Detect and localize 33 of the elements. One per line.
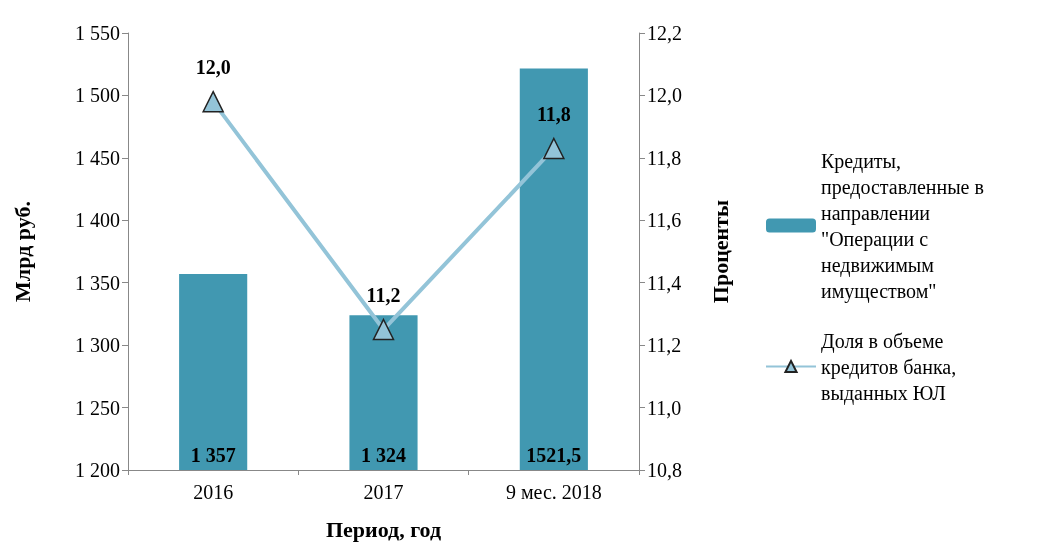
x-axis-title: Период, год <box>325 516 442 542</box>
data-label: 11,2 <box>366 283 401 306</box>
data-label: 11,8 <box>536 102 571 125</box>
y-tick-label: 1 550 <box>75 22 120 44</box>
y-tick-label: 1 250 <box>75 396 120 419</box>
legend-label: Доля в объеме кредитов банка, выданных ЮЛ <box>821 329 957 405</box>
y-tick-label: 1 450 <box>75 146 120 169</box>
data-label: 1521,5 <box>526 444 582 466</box>
point <box>372 318 395 341</box>
y2-tick-label: 11,6 <box>647 209 682 232</box>
data-label: 12,0 <box>195 55 231 78</box>
y-tick-label: 1 300 <box>75 334 120 357</box>
y-tick-label: 1 350 <box>75 271 120 294</box>
y2-tick-label: 11,8 <box>647 146 682 169</box>
x-tick-label: 2017 <box>363 481 404 503</box>
y-tick-label: 1 500 <box>75 84 120 107</box>
y-axis-title: Млрд руб. <box>9 201 35 302</box>
y-tick-label: 1 200 <box>75 459 120 481</box>
y2-tick-label: 11,2 <box>647 334 682 357</box>
data-label: 1 357 <box>190 444 236 466</box>
legend-label: Кредиты, предоставленные в направлении "Операции с недвижимым имуществом" <box>821 149 984 303</box>
x-tick-label: 2016 <box>193 481 234 503</box>
y2-tick-label: 11,0 <box>647 396 682 419</box>
data-label: 1 324 <box>361 444 406 466</box>
y2-tick-label: 12,2 <box>647 22 682 44</box>
x-tick-label: 9 мес. 2018 <box>505 481 602 503</box>
point <box>543 137 565 160</box>
y2-axis-title: Проценты <box>707 199 733 304</box>
y2-tick-label: 11,4 <box>647 271 682 294</box>
point <box>202 90 224 113</box>
y2-tick-label: 12,0 <box>647 84 682 107</box>
y2-tick-label: 10,8 <box>647 459 682 481</box>
y-tick-label: 1 400 <box>75 209 120 232</box>
